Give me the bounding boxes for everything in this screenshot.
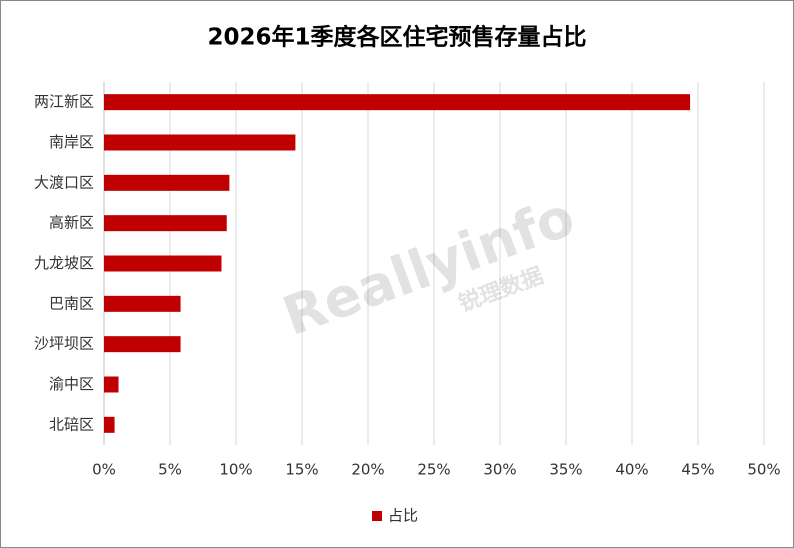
bar (104, 174, 230, 191)
y-tick-label: 渝中区 (49, 375, 94, 393)
x-tick-label: 25% (417, 461, 450, 479)
x-tick-label: 50% (747, 461, 780, 479)
x-tick-label: 10% (219, 461, 252, 479)
y-tick-label: 两江新区 (34, 93, 94, 111)
bar (104, 255, 222, 272)
x-tick-label: 5% (158, 461, 182, 479)
y-tick-label: 大渡口区 (34, 173, 94, 191)
y-tick-label: 九龙坡区 (34, 254, 94, 272)
bar (104, 215, 227, 232)
bar (104, 336, 181, 353)
bar (104, 416, 115, 433)
legend-marker (372, 511, 382, 521)
legend-label: 占比 (388, 507, 418, 525)
bar (104, 134, 296, 151)
x-tick-label: 20% (351, 461, 384, 479)
y-tick-label: 高新区 (49, 214, 94, 232)
chart-title: 2026年1季度各区住宅预售存量占比 (207, 24, 586, 51)
y-tick-label: 巴南区 (49, 294, 94, 312)
y-tick-label: 北碚区 (49, 415, 94, 433)
x-tick-label: 45% (681, 461, 714, 479)
x-tick-label: 35% (549, 461, 582, 479)
x-tick-label: 30% (483, 461, 516, 479)
x-tick-label: 0% (92, 461, 116, 479)
x-tick-label: 15% (285, 461, 318, 479)
x-tick-label: 40% (615, 461, 648, 479)
y-tick-label: 南岸区 (49, 133, 94, 151)
bar (104, 295, 181, 312)
bar (104, 94, 691, 111)
y-tick-label: 沙坪坝区 (34, 335, 94, 353)
bar (104, 376, 119, 393)
